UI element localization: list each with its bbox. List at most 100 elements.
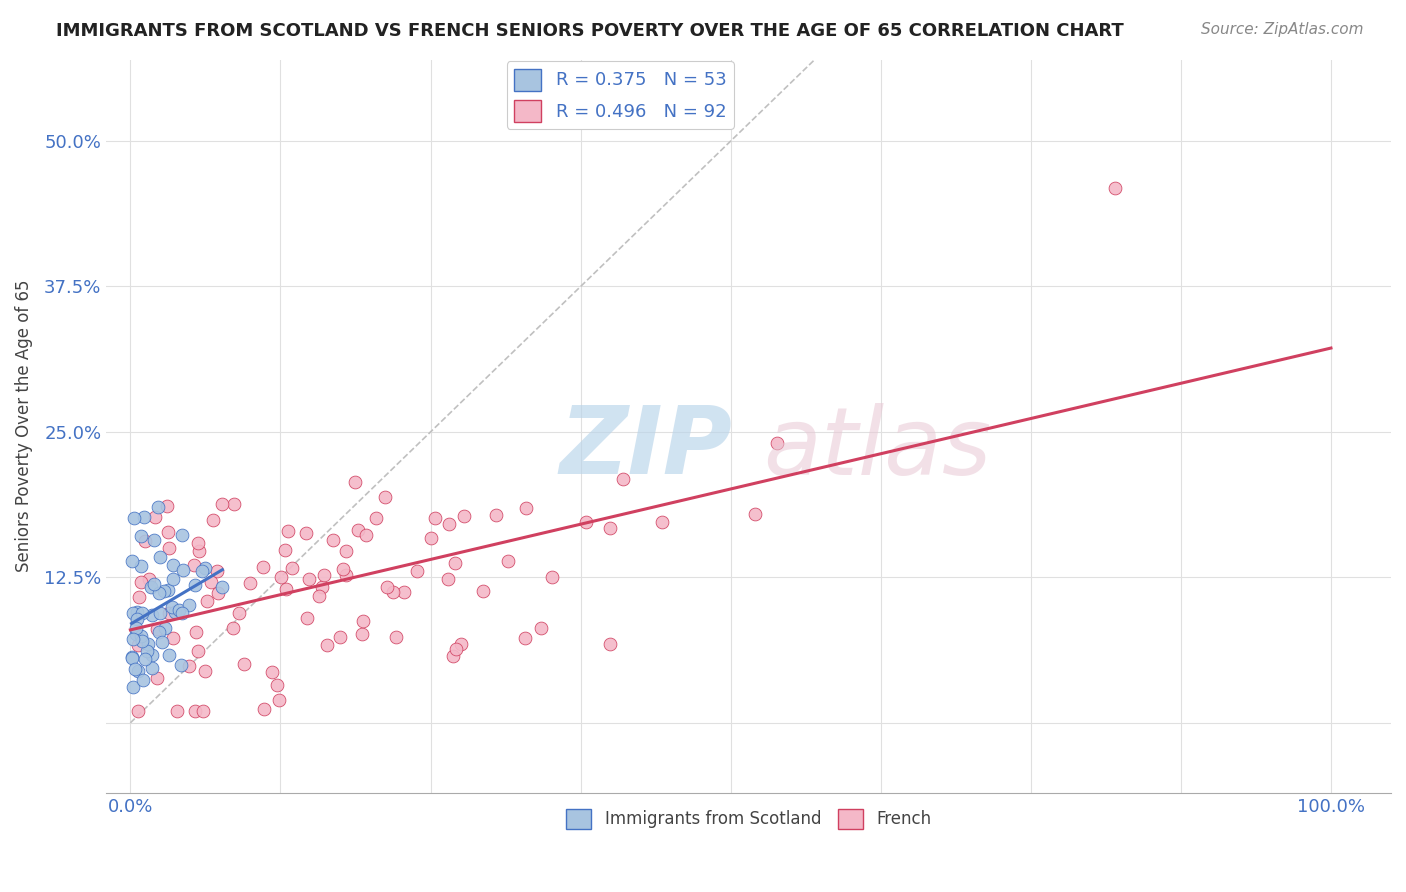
Point [450,637,472,651]
Point [125,612,148,626]
Point [134,509,156,524]
Point [228,606,250,620]
Point [651,515,673,529]
Point [127,638,149,652]
Point [148,624,170,639]
Point [308,589,330,603]
Point [153,583,176,598]
Point [188,543,211,558]
Point [356,528,378,542]
Point [121,651,143,665]
Point [159,606,181,620]
Point [202,512,225,526]
Point [485,508,508,523]
Point [281,561,304,575]
Point [316,638,339,652]
Point [148,585,170,599]
Point [122,632,145,647]
Point [332,562,354,576]
Point [131,607,153,621]
Point [169,657,191,672]
Point [374,490,396,504]
Point [385,630,408,644]
Point [274,582,297,597]
Point [375,580,398,594]
Point [200,574,222,589]
Point [239,576,262,591]
Point [599,521,621,535]
Point [270,570,292,584]
Point [266,678,288,692]
Point [765,436,787,450]
Point [141,661,163,675]
Point [129,574,152,589]
Point [125,605,148,619]
Point [496,554,519,568]
Point [122,681,145,695]
Point [139,581,162,595]
Point [156,499,179,513]
Point [744,507,766,521]
Point [162,558,184,573]
Point [205,564,228,578]
Point [141,607,163,622]
Point [127,664,149,678]
Point [297,572,319,586]
Point [191,564,214,578]
Point [444,557,467,571]
Point [184,578,207,592]
Point [194,561,217,575]
Point [125,620,148,634]
Point [163,606,186,620]
Point [322,533,344,548]
Point [540,569,562,583]
Point [122,607,145,621]
Point [153,621,176,635]
Point [146,671,169,685]
Point [405,564,427,578]
Point [179,659,201,673]
Point [166,704,188,718]
Point [335,568,357,582]
Text: ZIP: ZIP [560,402,733,494]
Point [128,591,150,605]
Point [136,644,159,658]
Point [437,572,460,586]
Point [170,528,193,542]
Point [169,603,191,617]
Point [314,567,336,582]
Point [211,497,233,511]
Point [346,524,368,538]
Point [232,657,254,671]
Point [207,586,229,600]
Point [141,648,163,663]
Point [352,626,374,640]
Point [599,637,621,651]
Point [183,558,205,572]
Point [311,580,333,594]
Point [295,525,318,540]
Point [146,500,169,515]
Legend: Immigrants from Scotland, French: Immigrants from Scotland, French [560,802,938,836]
Point [222,497,245,511]
Point [149,606,172,620]
Text: atlas: atlas [763,402,991,493]
Point [277,524,299,539]
Point [269,692,291,706]
Point [184,704,207,718]
Point [1104,180,1126,194]
Point [187,536,209,550]
Point [471,583,494,598]
Point [149,549,172,564]
Point [134,651,156,665]
Point [394,585,416,599]
Point [159,541,181,556]
Point [143,509,166,524]
Point [134,533,156,548]
Point [453,509,475,524]
Point [513,631,536,645]
Point [136,637,159,651]
Point [129,529,152,543]
Point [352,614,374,628]
Point [132,673,155,687]
